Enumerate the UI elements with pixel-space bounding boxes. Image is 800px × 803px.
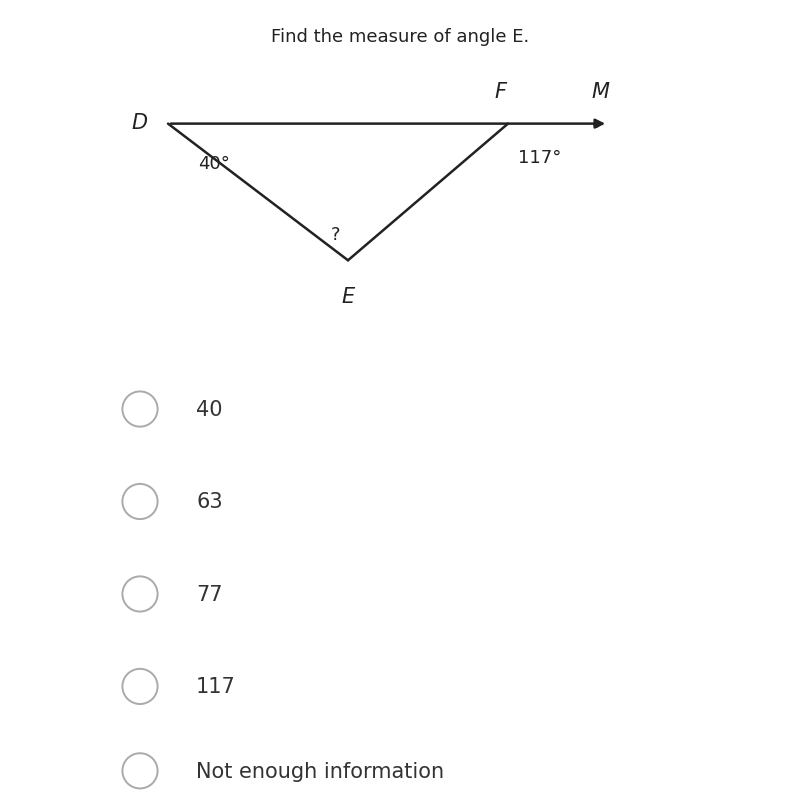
Text: F: F bbox=[494, 82, 506, 102]
Text: ?: ? bbox=[330, 226, 340, 243]
Text: 117: 117 bbox=[196, 677, 236, 696]
Text: Not enough information: Not enough information bbox=[196, 761, 444, 781]
Text: 77: 77 bbox=[196, 585, 222, 604]
Text: D: D bbox=[132, 113, 148, 132]
Text: 40: 40 bbox=[196, 400, 222, 419]
Text: E: E bbox=[342, 287, 354, 307]
Text: Find the measure of angle E.: Find the measure of angle E. bbox=[271, 28, 529, 46]
Text: 40°: 40° bbox=[198, 155, 230, 173]
Text: 117°: 117° bbox=[518, 149, 561, 166]
Text: M: M bbox=[591, 82, 609, 102]
Text: 63: 63 bbox=[196, 492, 222, 512]
